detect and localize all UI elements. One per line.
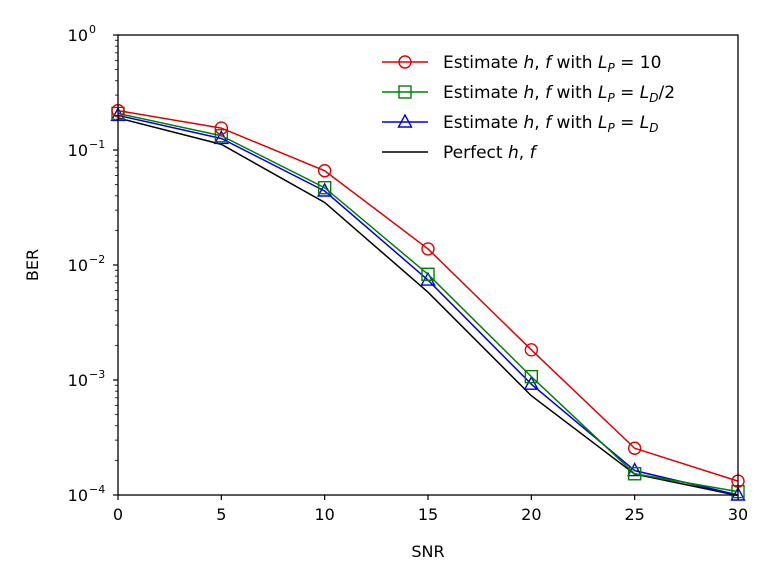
legend-label-part: P	[607, 61, 615, 75]
y-tick-label: 10 −1	[68, 138, 106, 160]
legend-label-part: Perfect	[443, 143, 508, 163]
legend-label-part: P	[607, 121, 615, 135]
legend-label: Estimate h, f with LP = LD/2	[443, 83, 675, 105]
legend-label-part: with	[551, 113, 598, 133]
legend-label-part: ,	[534, 53, 545, 73]
legend-label-part: Estimate	[443, 53, 524, 73]
legend-label-part: h	[524, 53, 535, 73]
y-tick-exponent: −3	[89, 368, 105, 381]
legend-swatch-marker	[398, 85, 412, 99]
legend-label-part: h	[508, 143, 519, 163]
x-tick-label: 0	[113, 505, 123, 524]
data-point	[214, 129, 229, 143]
data-point	[214, 121, 229, 135]
data-point	[524, 369, 539, 384]
x-axis-label: SNR	[411, 542, 444, 561]
legend-label-part: with	[551, 53, 598, 73]
x-tick-label: 20	[521, 505, 541, 524]
legend-swatch-marker	[397, 113, 413, 128]
legend-label-part: =	[615, 83, 640, 103]
legend-label: Perfect h, f	[443, 143, 539, 163]
legend-label-part: with	[551, 83, 598, 103]
x-tick-label: 5	[216, 505, 226, 524]
legend-label-part: f	[545, 53, 554, 73]
legend-label-part: Estimate	[443, 113, 524, 133]
y-tick-base: 10	[68, 486, 88, 505]
series-layer	[110, 103, 746, 501]
data-point	[317, 181, 332, 195]
legend-label-part: L	[598, 113, 607, 133]
legend-label-part: D	[649, 121, 658, 135]
legend-label-part: /2	[659, 83, 676, 103]
legend-item: Perfect h, f	[382, 143, 539, 163]
y-tick-label: 10 −4	[68, 483, 106, 505]
x-axis-ticks: 0 5 10 15 20 25 30	[113, 495, 748, 524]
legend-label-part: Estimate	[443, 83, 524, 103]
y-tick-label: 10 −2	[68, 253, 106, 275]
data-point	[524, 343, 539, 357]
data-point	[627, 467, 642, 481]
legend-label-part: ,	[534, 113, 545, 133]
legend-label-part: f	[545, 83, 554, 103]
series-line	[117, 109, 739, 482]
legend-label-part: h	[524, 113, 535, 133]
series-line	[117, 112, 739, 493]
y-tick-label: 10 −3	[68, 368, 106, 390]
legend-item: Estimate h, f with LP = 10	[382, 53, 661, 75]
data-point	[627, 441, 642, 455]
legend-label-part: ,	[519, 143, 530, 163]
y-tick-exponent: −4	[89, 483, 105, 496]
legend-label-part: ,	[534, 83, 545, 103]
data-point	[420, 271, 436, 286]
y-tick-base: 10	[68, 141, 88, 160]
data-point	[317, 164, 332, 178]
y-tick-base: 10	[68, 371, 88, 390]
legend-label: Estimate h, f with LP = 10	[443, 53, 661, 75]
y-tick-exponent: −2	[89, 253, 105, 266]
y-axis-label: BER	[23, 249, 42, 281]
legend-label-part: L	[598, 53, 607, 73]
legend-label-part: L	[640, 113, 649, 133]
y-tick-label: 10 0	[68, 23, 96, 45]
data-point	[421, 242, 435, 256]
legend-label-part: D	[649, 91, 658, 105]
legend-label-part: = 10	[615, 53, 662, 73]
y-tick-exponent: 0	[89, 23, 96, 36]
x-tick-label: 10	[314, 505, 334, 524]
legend-label-part: h	[524, 83, 535, 103]
y-tick-base: 10	[68, 256, 88, 275]
legend-label-part: f	[545, 113, 554, 133]
x-tick-label: 15	[418, 505, 438, 524]
legend-label: Estimate h, f with LP = LD	[443, 113, 659, 135]
legend-label-part: =	[615, 113, 640, 133]
legend-label-part: L	[640, 83, 649, 103]
y-tick-base: 10	[68, 26, 88, 45]
x-tick-label: 30	[728, 505, 748, 524]
data-point	[421, 267, 435, 282]
y-tick-exponent: −1	[89, 138, 105, 151]
legend-label-part: L	[598, 83, 607, 103]
legend-label-part: P	[607, 91, 615, 105]
data-point	[626, 462, 643, 477]
legend-swatch-marker	[398, 55, 412, 69]
legend-label-part: f	[530, 143, 539, 163]
legend-item: Estimate h, f with LP = LD/2	[382, 83, 675, 105]
x-tick-label: 25	[624, 505, 644, 524]
legend-item: Estimate h, f with LP = LD	[382, 113, 659, 135]
